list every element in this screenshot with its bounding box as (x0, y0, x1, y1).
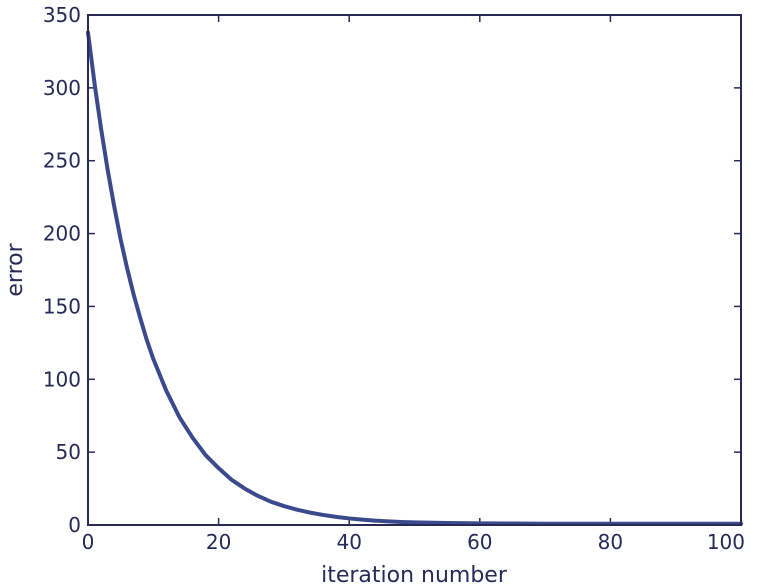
y-axis-label: error (3, 242, 28, 296)
y-tick-label: 350 (43, 3, 81, 27)
y-axis-ticks: 0 50 100 150 200 250 300 350 (43, 3, 741, 537)
x-tick-label: 40 (336, 530, 361, 554)
plot-frame (87, 14, 742, 526)
y-tick-label: 250 (43, 149, 81, 173)
x-tick-label: 100 (707, 530, 745, 554)
y-tick-label: 100 (43, 367, 81, 391)
y-tick-label: 200 (43, 222, 81, 246)
y-tick-label: 50 (56, 440, 81, 464)
x-axis-ticks: 0 20 40 60 80 100 (82, 15, 745, 554)
error-series-line (86, 30, 743, 526)
y-tick-label: 300 (43, 76, 81, 100)
x-tick-label: 20 (206, 530, 231, 554)
x-tick-label: 0 (82, 530, 95, 554)
x-axis-label: iteration number (321, 563, 508, 586)
plot-background (88, 15, 741, 525)
x-tick-label: 80 (598, 530, 623, 554)
y-tick-label: 0 (68, 513, 81, 537)
x-tick-label: 60 (467, 530, 492, 554)
y-tick-label: 150 (43, 294, 81, 318)
